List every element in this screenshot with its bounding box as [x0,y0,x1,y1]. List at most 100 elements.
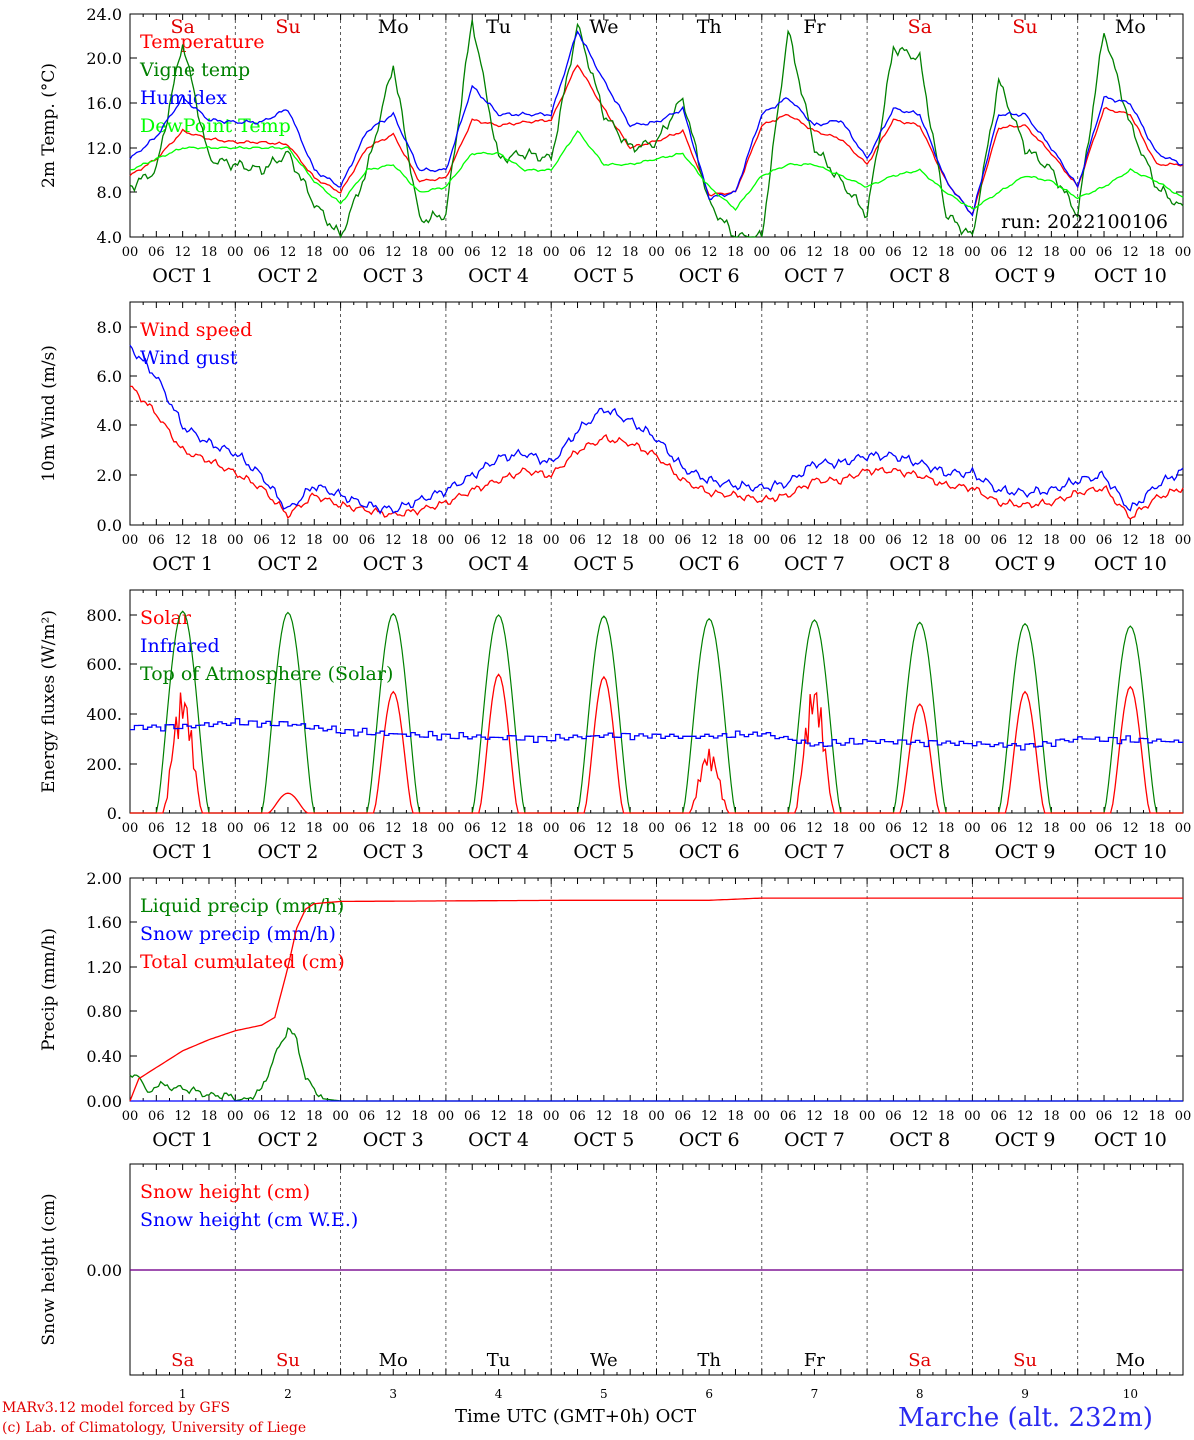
hour-tick-label: 18 [727,245,744,260]
day-number-label: 9 [1021,1387,1029,1400]
hour-tick-label: 00 [1175,1109,1192,1124]
hour-tick-label: 12 [280,1109,297,1124]
hour-tick-label: 18 [938,245,955,260]
series-line [130,673,1183,814]
hour-tick-label: 00 [859,533,876,548]
y-tick-label: 600. [86,655,122,674]
plot-frame [129,301,1184,526]
panel-2: 8.0 6.0 4.0 2.0 0.0 10m Wind (m/s) Wind speed W… [39,301,1184,535]
day-number-label: 8 [916,1387,924,1400]
hour-tick-label: 18 [306,1109,323,1124]
date-label: OCT 1 [152,841,213,863]
hour-tick-label: 00 [227,1109,244,1124]
date-label: OCT 9 [995,265,1056,287]
hour-tick-label: 18 [517,821,534,836]
hour-tick-label: 06 [780,821,797,836]
date-label: OCT 7 [784,841,845,863]
y-axis-title: Snow height (cm) [39,1193,59,1345]
hour-tick-label: 12 [280,245,297,260]
y-tick-label: 6.0 [97,367,122,386]
hour-tick-label: 00 [227,821,244,836]
date-label: OCT 3 [363,841,424,863]
day-number-label: 6 [705,1387,713,1400]
hour-tick-label: 06 [569,821,586,836]
legend-entry: Snow height (cm W.E.) [140,1209,358,1231]
hour-tick-label: 12 [385,1109,402,1124]
hour-tick-label: 12 [385,245,402,260]
weekday-label: Sa [171,1350,194,1371]
y-tick-label: 0.80 [86,1002,122,1021]
hour-tick-label: 18 [622,533,639,548]
series-line [130,130,1184,212]
x-axis-3: 00 06 12 18 00 06 12 18 00 06 12 18 00 06 12 18 00 06 12 18… [122,821,1192,863]
hour-tick-label: 06 [780,1109,797,1124]
hour-tick-label: 00 [332,245,349,260]
date-label: OCT 2 [257,265,318,287]
hour-tick-label: 12 [1017,821,1034,836]
date-label: OCT 3 [363,265,424,287]
run-label: run: 2022100106 [1001,211,1168,233]
hour-tick-label: 00 [1175,245,1192,260]
hour-tick-label: 12 [490,821,507,836]
hour-tick-label: 06 [780,245,797,260]
panel-4: 2.00 1.60 1.20 0.80 0.40 0.00 Precip (mm/h) Liq… [39,869,1184,1111]
date-label: OCT 8 [889,841,950,863]
date-label: OCT 5 [573,553,634,575]
y-tick-label: 12.0 [86,139,122,158]
legend-entry: Temperature [140,31,264,53]
hour-tick-label: 00 [1175,533,1192,548]
hour-tick-label: 06 [359,245,376,260]
hour-tick-label: 18 [201,245,218,260]
hour-tick-label: 12 [911,533,928,548]
y-tick-label: 1.20 [86,958,122,977]
day-number-label: 10 [1123,1387,1138,1400]
hour-tick-label: 00 [438,1109,455,1124]
weekday-label: Sa [908,16,932,38]
hour-tick-label: 18 [622,1109,639,1124]
y-tick-label: 8.0 [97,318,122,337]
hour-tick-label: 06 [464,533,481,548]
series-line [130,385,1184,520]
hour-tick-label: 00 [438,533,455,548]
hour-tick-label: 00 [859,245,876,260]
date-label: OCT 9 [995,1129,1056,1151]
weekday-label: We [589,16,618,38]
hour-tick-label: 18 [833,821,850,836]
hour-tick-label: 06 [675,245,692,260]
date-label: OCT 1 [152,553,213,575]
hour-tick-label: 00 [122,1109,139,1124]
hour-tick-label: 12 [911,245,928,260]
date-label: OCT 10 [1094,553,1167,575]
hour-tick-label: 06 [1096,533,1113,548]
legend-entry: Infrared [140,635,220,657]
hour-tick-label: 06 [780,533,797,548]
meteogram: 24.020.016.012.08.04.02m Temp. (°C)Tempe… [39,5,1192,1400]
hour-tick-label: 18 [938,821,955,836]
legend-entry: Snow precip (mm/h) [140,923,336,945]
series-line [129,897,1183,1102]
x-axis-4: 00 06 12 18 00 06 12 18 00 06 12 18 00 06 12 18 00 06 12 18… [122,1109,1192,1151]
hour-tick-label: 12 [911,1109,928,1124]
hour-tick-label: 06 [675,821,692,836]
y-tick-label: 0.00 [86,1092,122,1111]
day-number-label: 3 [389,1387,397,1400]
hour-tick-label: 12 [490,1109,507,1124]
hour-tick-label: 12 [174,533,191,548]
date-label: OCT 3 [363,1129,424,1151]
hour-tick-label: 00 [1069,1109,1086,1124]
weekday-label: Mo [378,16,409,38]
legend-entry: Top of Atmosphere (Solar) [140,663,393,685]
hour-tick-label: 12 [701,1109,718,1124]
hour-tick-label: 18 [1043,1109,1060,1124]
hour-tick-label: 12 [490,533,507,548]
date-label: OCT 7 [784,553,845,575]
hour-tick-label: 00 [754,1109,771,1124]
hour-tick-label: 06 [253,533,270,548]
weekday-label: Su [275,16,300,38]
hour-tick-label: 18 [727,1109,744,1124]
date-label: OCT 4 [468,1129,529,1151]
station-name: Marche (alt. 232m) [898,1403,1153,1433]
hour-tick-label: 06 [990,533,1007,548]
legend-entry: Total cumulated (cm) [140,951,345,973]
hour-tick-label: 12 [701,245,718,260]
